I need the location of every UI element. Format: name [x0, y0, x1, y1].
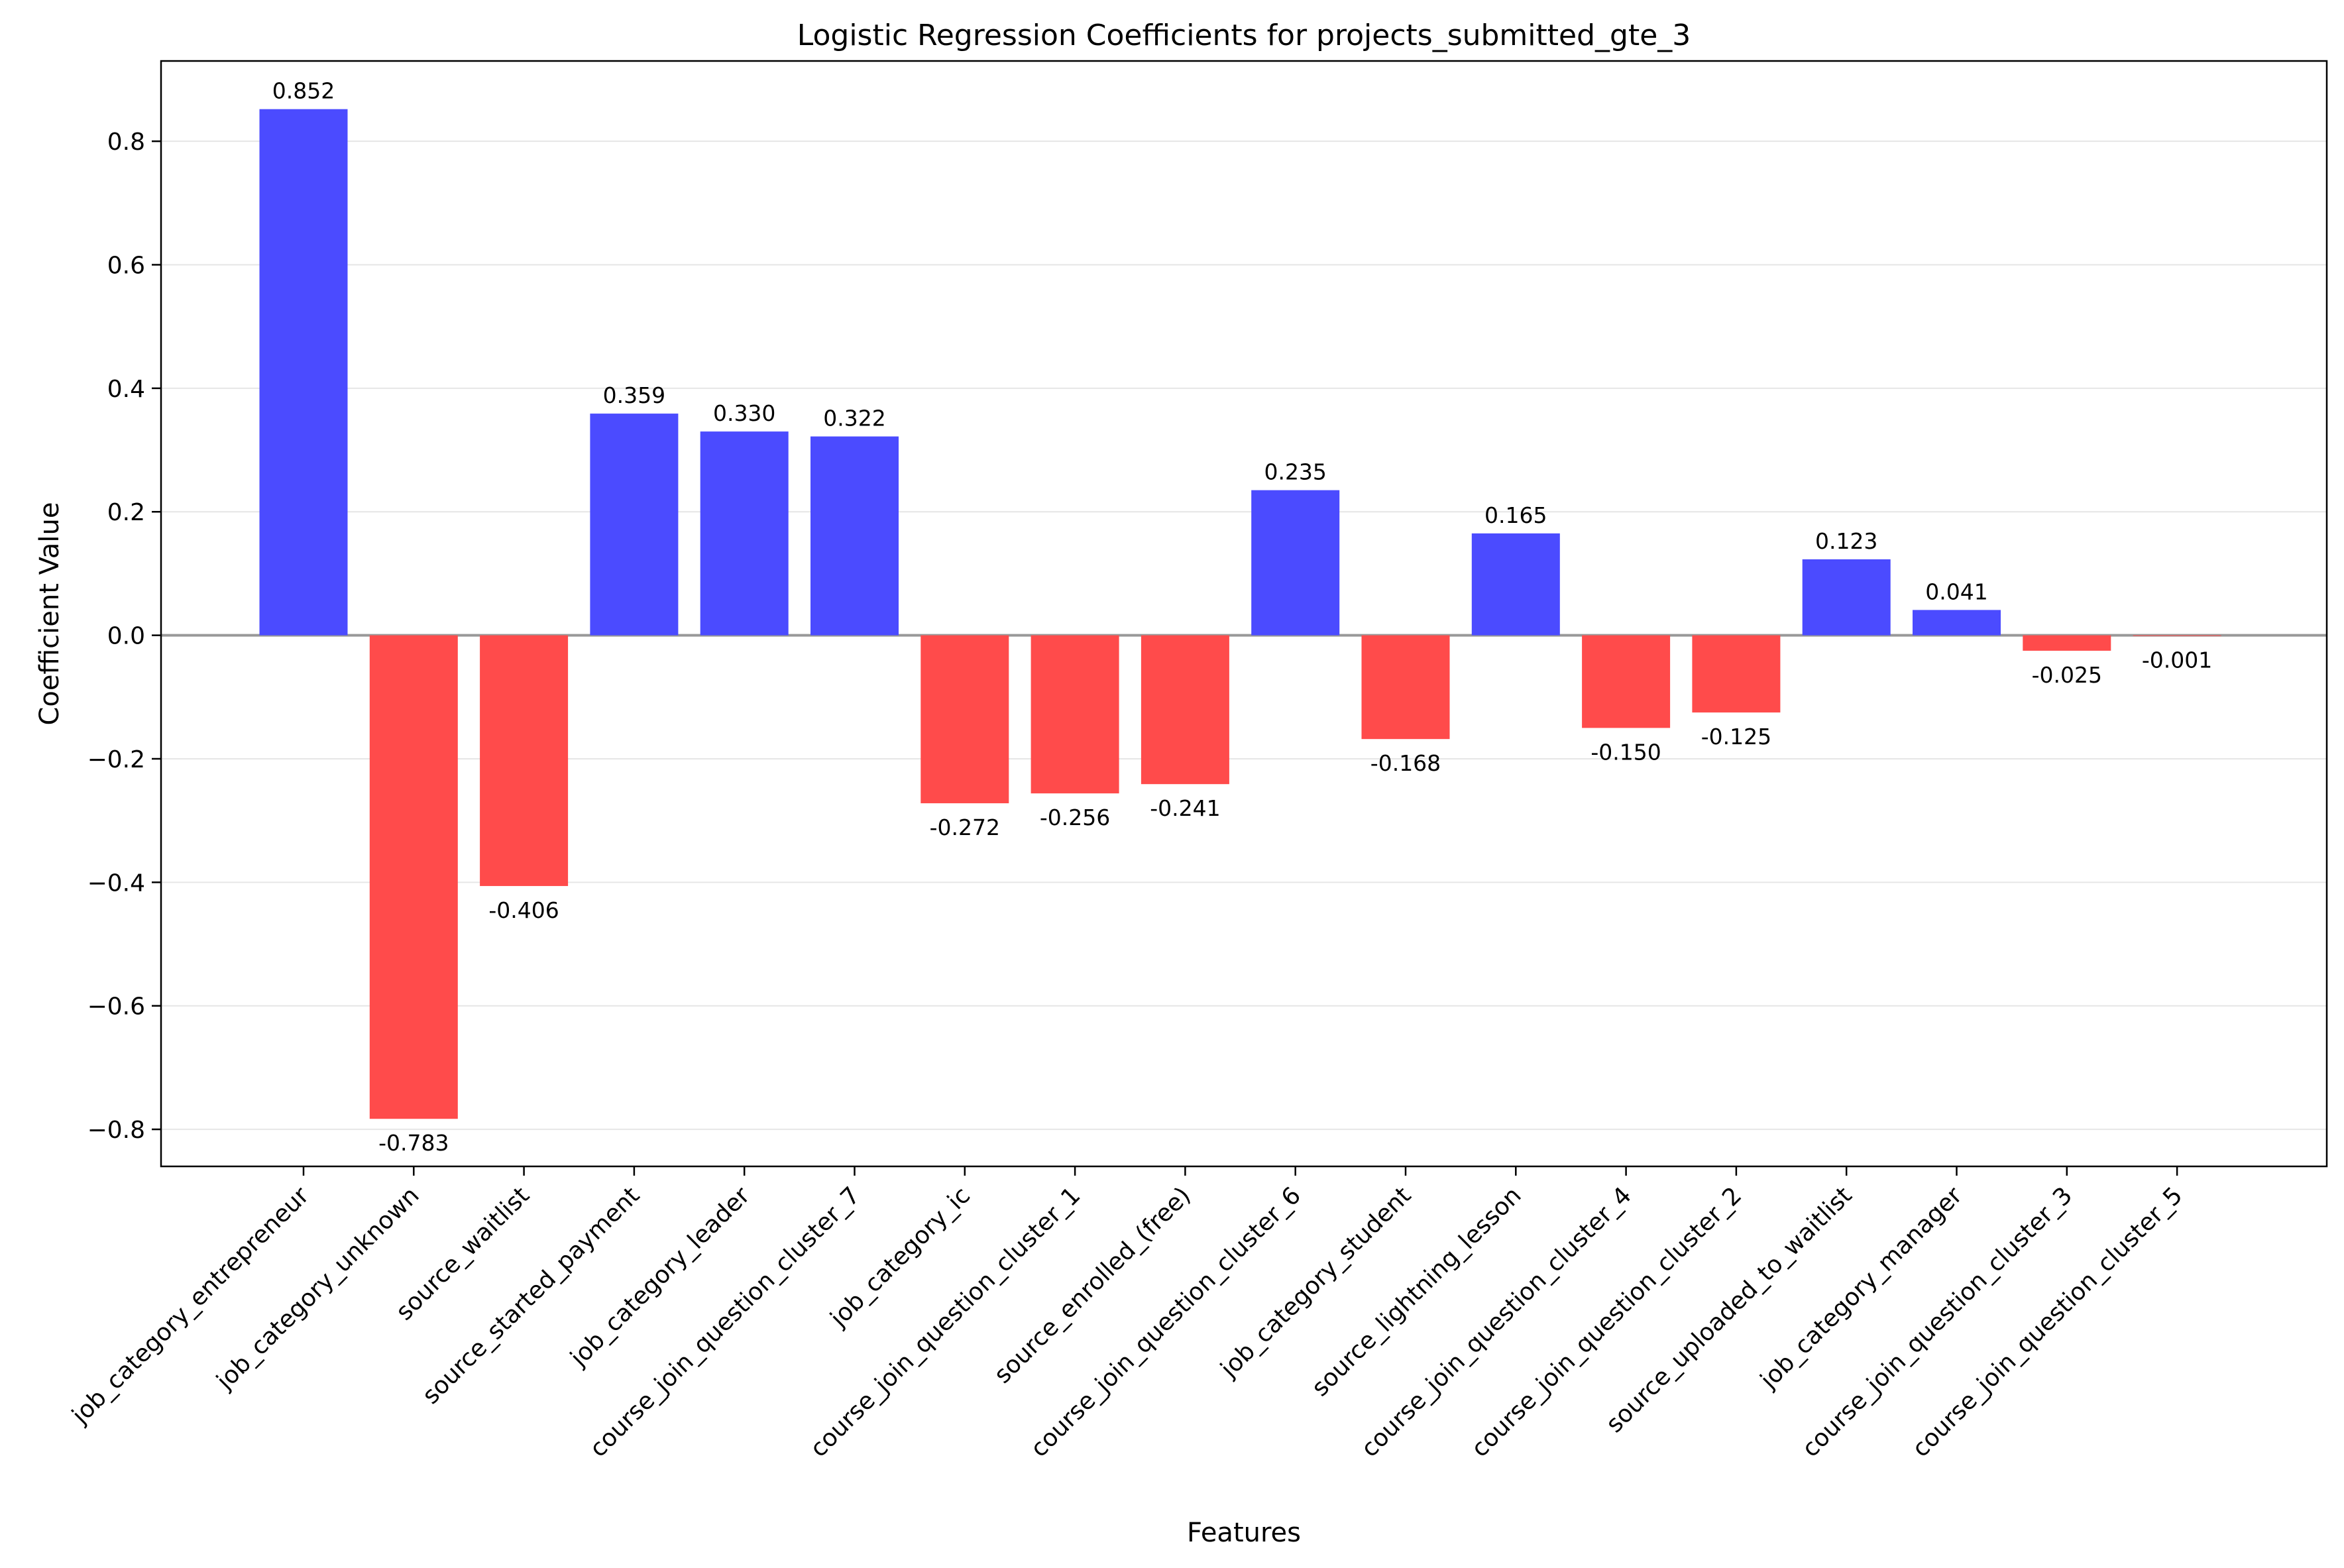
- x-tick-label: job_category_student: [1215, 1182, 1417, 1383]
- bar: [1802, 559, 1891, 636]
- bar-value-label: -0.241: [1150, 795, 1220, 821]
- y-tick-label: 0.8: [107, 129, 145, 156]
- bar-value-label: -0.256: [1040, 805, 1110, 830]
- y-tick-label: 0.6: [107, 252, 145, 280]
- plot-frame: [160, 60, 2328, 1168]
- bar-value-label: -0.025: [2032, 662, 2102, 688]
- bar: [1471, 533, 1560, 636]
- y-tick-label: 0.2: [107, 499, 145, 526]
- bar: [700, 431, 789, 636]
- y-tick-label: 0.4: [107, 376, 145, 403]
- bar-value-label: 0.322: [823, 406, 885, 431]
- bar: [1692, 635, 1781, 713]
- y-axis-ticks: −0.8 −0.6 −0.4 −0.2 0.0 0.2 0.4 0.6 0.8: [87, 129, 161, 1144]
- bar: [810, 436, 899, 636]
- y-tick-label: −0.6: [87, 993, 145, 1021]
- x-tick-label: source_enrolled_(free): [989, 1182, 1196, 1388]
- bar: [1031, 635, 1119, 794]
- bar: [590, 414, 679, 636]
- y-axis-label: Coefficient Value: [34, 502, 65, 726]
- x-tick-label: source_started_payment: [418, 1182, 645, 1409]
- x-axis-label: Features: [1187, 1518, 1301, 1548]
- x-tick-label: source_uploaded_to_waitlist: [1601, 1182, 1858, 1438]
- bar-value-label: 0.041: [1925, 579, 1987, 604]
- bar-value-label: -0.125: [1701, 724, 1771, 750]
- x-tick-label: job_category_entrepreneur: [66, 1182, 314, 1429]
- bar-value-labels: 0.852 -0.783 -0.406 0.359 0.330 0.322 -0.272 -0…: [272, 78, 2213, 1156]
- bar-value-label: -0.272: [930, 814, 1000, 840]
- bar-value-label: -0.406: [488, 897, 559, 923]
- bar: [369, 635, 458, 1119]
- bar: [480, 635, 569, 886]
- x-tick-label: job_category_manager: [1755, 1182, 1968, 1394]
- bar: [1582, 635, 1671, 728]
- y-tick-label: 0.0: [107, 623, 145, 650]
- bar-value-label: 0.235: [1264, 459, 1326, 485]
- bar-value-label: 0.852: [272, 78, 335, 104]
- bars: [259, 109, 2221, 1119]
- bar-value-label: -0.783: [378, 1130, 449, 1156]
- bar-value-label: 0.123: [1815, 528, 1877, 554]
- y-tick-label: −0.2: [87, 746, 145, 773]
- bar-value-label: -0.168: [1370, 750, 1441, 776]
- bar-value-label: 0.165: [1484, 502, 1547, 528]
- bar: [2023, 635, 2111, 651]
- x-tick-label: source_lightning_lesson: [1307, 1182, 1527, 1402]
- bar: [1913, 610, 2001, 636]
- y-tick-label: −0.8: [87, 1117, 145, 1144]
- bar: [921, 635, 1009, 804]
- y-tick-label: −0.4: [87, 869, 145, 897]
- bar: [1361, 635, 1450, 740]
- bar-value-label: 0.330: [713, 400, 775, 426]
- bar-value-label: -0.001: [2142, 647, 2212, 673]
- bar: [259, 109, 348, 636]
- x-tick-label: job_category_leader: [565, 1182, 755, 1372]
- x-tick-label: job_category_unknown: [211, 1182, 425, 1395]
- chart-title: Logistic Regression Coefficients for pro…: [797, 19, 1691, 52]
- bar: [1141, 635, 1229, 785]
- x-axis-ticks: job_category_entrepreneurjob_category_un…: [66, 1166, 2188, 1463]
- bar: [1251, 490, 1340, 636]
- bar-value-label: 0.359: [603, 382, 665, 408]
- bar-value-label: -0.150: [1591, 739, 1661, 765]
